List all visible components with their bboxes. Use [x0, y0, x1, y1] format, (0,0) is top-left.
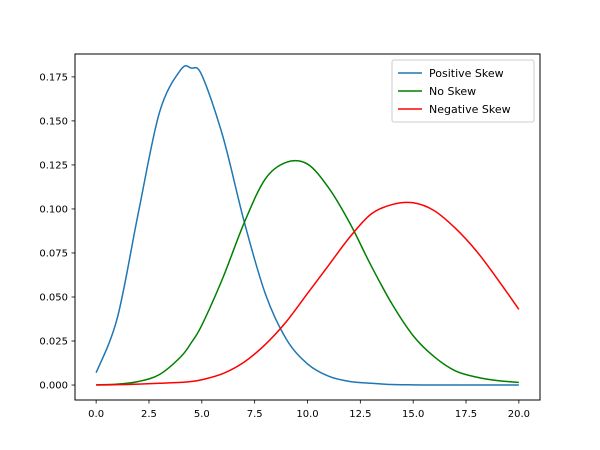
- y-tick-label: 0.100: [39, 204, 68, 215]
- x-tick-label: 15.0: [402, 409, 424, 420]
- y-tick-label: 0.075: [39, 248, 68, 259]
- series-line-3: [96, 201, 520, 386]
- y-tick-label: 0.000: [39, 381, 68, 392]
- x-tick-label: 17.5: [455, 409, 477, 420]
- legend-label: Positive Skew: [429, 67, 504, 80]
- y-tick-label: 0.025: [39, 337, 68, 348]
- y-tick-label: 0.175: [39, 72, 68, 83]
- y-axis: 0.000 0.025 0.050 0.075 0.100 0.125 0.150 0.175: [39, 72, 75, 392]
- x-tick-label: 5.0: [194, 409, 210, 420]
- x-tick-label: 12.5: [349, 409, 371, 420]
- y-tick-label: 0.150: [39, 116, 68, 127]
- legend: Positive Skew No Skew Negative Skew: [391, 59, 535, 123]
- legend-box: [391, 59, 535, 123]
- x-tick-label: 10.0: [296, 409, 318, 420]
- series-line-1: [95, 65, 519, 386]
- legend-label: No Skew: [429, 85, 476, 98]
- x-tick-label: 2.5: [141, 409, 157, 420]
- series-layer: [95, 65, 520, 386]
- x-axis: 0.0 2.5 5.0 7.5 10.0 12.5 15.0 17.5 20.0: [88, 400, 530, 420]
- y-tick-label: 0.050: [39, 292, 68, 303]
- y-tick-label: 0.125: [39, 160, 68, 171]
- x-tick-label: 7.5: [247, 409, 263, 420]
- series-line-2: [96, 159, 519, 386]
- legend-label: Negative Skew: [429, 103, 511, 116]
- x-tick-label: 20.0: [508, 409, 530, 420]
- x-tick-label: 0.0: [88, 409, 104, 420]
